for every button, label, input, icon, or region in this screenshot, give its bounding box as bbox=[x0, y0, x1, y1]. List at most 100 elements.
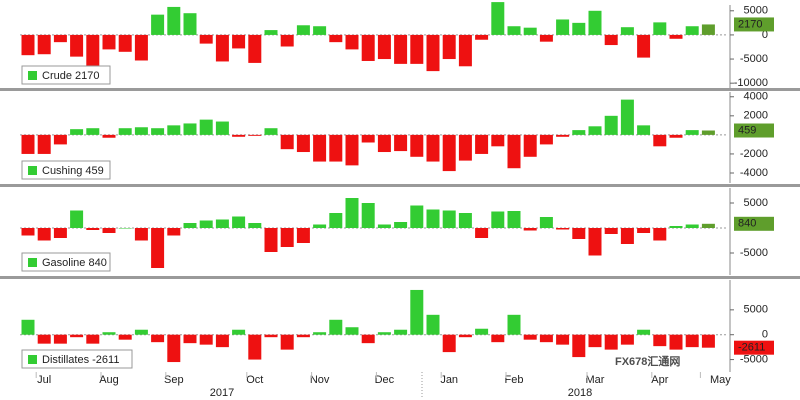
bar bbox=[523, 228, 537, 231]
bar bbox=[475, 228, 489, 238]
bar bbox=[701, 334, 715, 348]
bar bbox=[86, 334, 100, 344]
legend-name: Gasoline bbox=[42, 257, 85, 269]
bar bbox=[572, 130, 586, 135]
bar bbox=[313, 26, 327, 35]
legend-box bbox=[21, 349, 133, 369]
bar bbox=[264, 30, 278, 35]
bar bbox=[507, 211, 521, 228]
bar bbox=[280, 334, 294, 350]
bar bbox=[491, 211, 505, 228]
bar bbox=[296, 134, 310, 153]
bar bbox=[604, 334, 618, 350]
x-tick-label: Jan bbox=[440, 374, 458, 386]
bar bbox=[685, 26, 699, 35]
bar bbox=[458, 334, 472, 338]
latest-value-box bbox=[734, 216, 774, 231]
bar bbox=[394, 34, 408, 64]
bar bbox=[70, 34, 84, 57]
x-tick-label: May bbox=[710, 374, 731, 386]
y-tick-label: 5000 bbox=[744, 304, 768, 316]
bar bbox=[491, 134, 505, 147]
bar bbox=[329, 319, 343, 335]
bar bbox=[264, 334, 278, 338]
bar bbox=[167, 125, 181, 135]
bar bbox=[151, 228, 165, 268]
panel-separator bbox=[0, 88, 800, 91]
y-tick-label: 0 bbox=[762, 329, 768, 341]
bar bbox=[410, 289, 424, 335]
bar bbox=[685, 334, 699, 348]
bar bbox=[296, 25, 310, 35]
bar bbox=[637, 34, 651, 58]
bar bbox=[37, 34, 51, 55]
legend-name: Crude bbox=[42, 70, 72, 82]
bar bbox=[685, 130, 699, 135]
bar bbox=[329, 34, 343, 43]
latest-value-label: 459 bbox=[738, 124, 756, 136]
bar bbox=[248, 34, 262, 63]
bar bbox=[361, 134, 375, 143]
bar bbox=[53, 34, 67, 43]
bar bbox=[134, 127, 148, 135]
bar bbox=[361, 334, 375, 344]
bar bbox=[701, 130, 715, 135]
legend-value: -2611 bbox=[92, 354, 119, 366]
year-label: 2017 bbox=[210, 387, 234, 399]
year-label: 2018 bbox=[568, 387, 592, 399]
bar bbox=[134, 329, 148, 335]
bar bbox=[572, 22, 586, 35]
bar bbox=[604, 115, 618, 135]
bar bbox=[361, 203, 375, 228]
bar bbox=[329, 213, 343, 228]
latest-value-box bbox=[734, 340, 774, 355]
bar bbox=[394, 329, 408, 335]
bar bbox=[183, 123, 197, 135]
bar bbox=[426, 34, 440, 72]
bar bbox=[53, 134, 67, 145]
bar bbox=[539, 34, 553, 42]
bar bbox=[248, 223, 262, 228]
bar bbox=[118, 128, 132, 135]
bar bbox=[685, 224, 699, 228]
bar bbox=[410, 34, 424, 64]
bar bbox=[572, 228, 586, 239]
bar bbox=[491, 334, 505, 343]
bar bbox=[167, 334, 181, 363]
bar bbox=[523, 27, 537, 35]
x-tick-label: Mar bbox=[586, 374, 605, 386]
bar bbox=[653, 134, 667, 147]
bar bbox=[313, 134, 327, 162]
legend-label: Distillates -2611 bbox=[42, 354, 119, 366]
panel-separator bbox=[0, 276, 800, 279]
bar bbox=[377, 134, 391, 153]
bar bbox=[232, 34, 246, 49]
latest-value-label: 840 bbox=[738, 218, 756, 230]
x-tick-label: Nov bbox=[310, 374, 330, 386]
bar bbox=[588, 228, 602, 256]
bar bbox=[410, 134, 424, 157]
legend-box bbox=[21, 252, 111, 272]
bar bbox=[426, 134, 440, 162]
bar bbox=[377, 332, 391, 335]
latest-value-label: -2611 bbox=[738, 342, 765, 354]
bar bbox=[604, 228, 618, 234]
bar bbox=[37, 334, 51, 344]
x-tick-label: Oct bbox=[246, 374, 263, 386]
bar bbox=[21, 134, 35, 154]
y-tick-label: -4000 bbox=[740, 167, 768, 179]
bar bbox=[167, 228, 181, 236]
bar bbox=[37, 228, 51, 241]
bar bbox=[588, 10, 602, 35]
bar bbox=[701, 223, 715, 228]
y-tick-label: 5000 bbox=[744, 197, 768, 209]
legend-label: Gasoline 840 bbox=[42, 257, 107, 269]
bar bbox=[70, 334, 84, 338]
y-tick-label: 0 bbox=[762, 29, 768, 41]
legend-value: 2170 bbox=[75, 70, 99, 82]
legend-label: Crude 2170 bbox=[42, 70, 100, 82]
bar bbox=[701, 24, 715, 35]
y-tick-label: 4000 bbox=[744, 91, 768, 103]
bar bbox=[539, 217, 553, 228]
legend-label: Cushing 459 bbox=[42, 165, 104, 177]
